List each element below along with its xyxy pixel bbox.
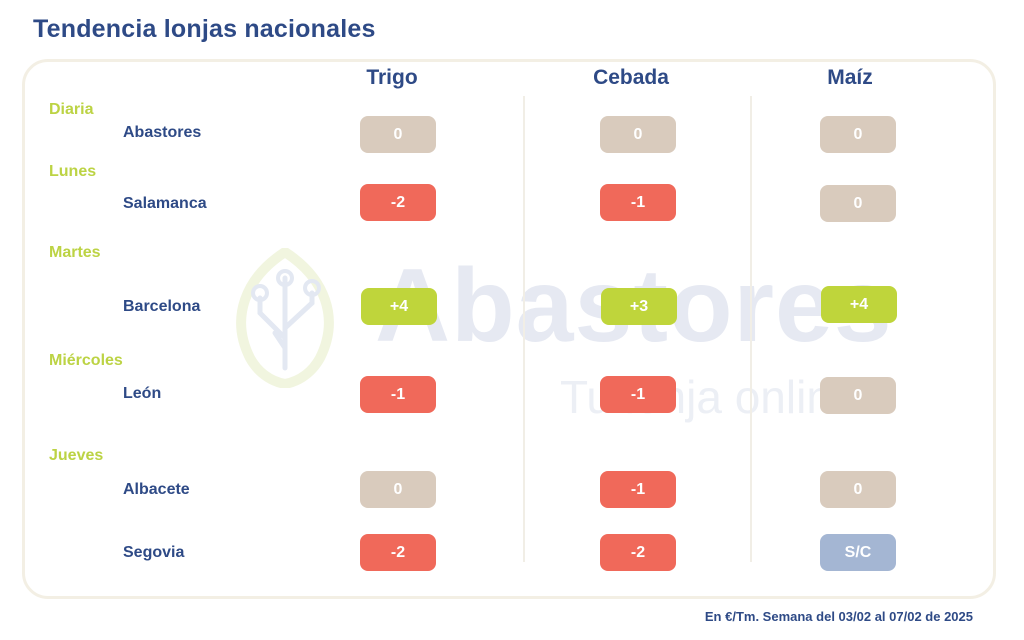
trend-cell: +3: [601, 288, 677, 325]
units-footnote: En €/Tm. Semana del 03/02 al 07/02 de 20…: [704, 609, 973, 624]
trend-cell: -1: [600, 376, 676, 413]
trend-cell: 0: [600, 116, 676, 153]
trend-cell: +4: [361, 288, 437, 325]
table-card: [22, 59, 996, 599]
trend-cell: 0: [820, 116, 896, 153]
trend-cell: -1: [600, 471, 676, 508]
day-label-martes: Martes: [49, 244, 101, 261]
day-label-lunes: Lunes: [49, 163, 97, 180]
trend-cell: -2: [360, 534, 436, 571]
trend-cell: 0: [360, 471, 436, 508]
column-divider: [750, 96, 752, 562]
trend-cell: 0: [820, 471, 896, 508]
trend-cell: +4: [821, 286, 897, 323]
trend-cell: 0: [360, 116, 436, 153]
trend-cell: S/C: [820, 534, 896, 571]
row-label-albacete: Albacete: [123, 481, 190, 498]
day-label-diaria: Diaria: [49, 101, 94, 118]
row-label-abastores: Abastores: [123, 124, 202, 141]
day-label-jueves: Jueves: [49, 447, 104, 464]
row-label-segovia: Segovia: [123, 544, 185, 561]
row-label-salamanca: Salamanca: [123, 195, 207, 212]
trend-cell: -1: [600, 184, 676, 221]
column-header-cebada: Cebada: [593, 66, 669, 89]
trend-cell: -1: [360, 376, 436, 413]
trend-cell: -2: [360, 184, 436, 221]
page-title: Tendencia lonjas nacionales: [33, 15, 376, 43]
column-header-maiz: Maíz: [827, 66, 873, 89]
trend-cell: 0: [820, 377, 896, 414]
column-divider: [523, 96, 525, 562]
trend-cell: -2: [600, 534, 676, 571]
trend-cell: 0: [820, 185, 896, 222]
day-label-miercoles: Miércoles: [49, 352, 123, 369]
column-header-trigo: Trigo: [366, 66, 418, 89]
row-label-barcelona: Barcelona: [123, 298, 201, 315]
row-label-leon: León: [123, 385, 162, 402]
